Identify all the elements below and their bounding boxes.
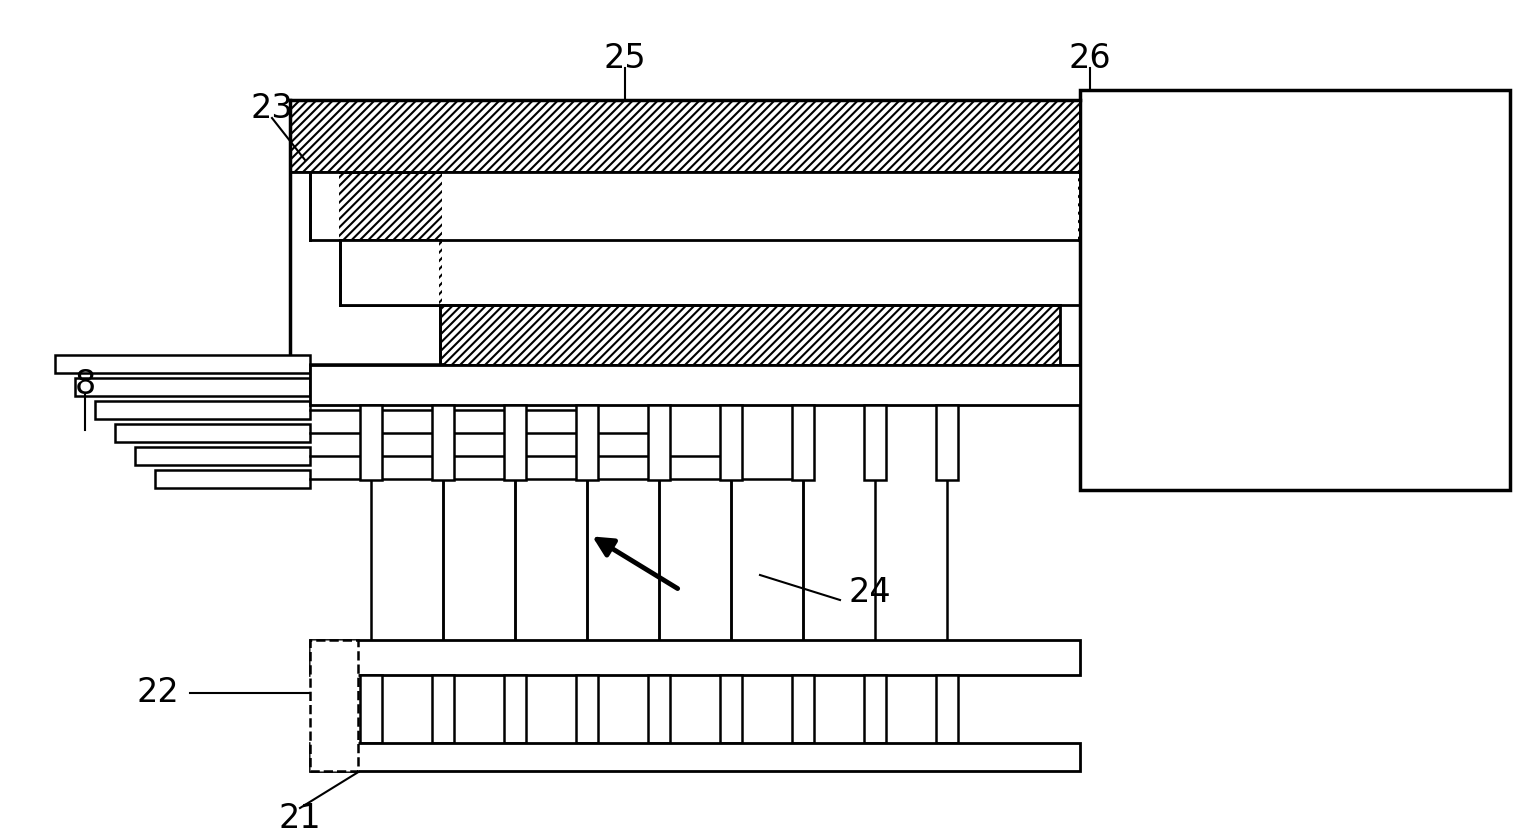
Bar [792, 675, 815, 743]
Bar [936, 675, 958, 743]
Bar [433, 405, 454, 480]
Bar [310, 172, 1080, 240]
Bar [156, 470, 310, 488]
Bar [576, 405, 598, 480]
Bar [75, 378, 310, 396]
Bar [55, 355, 310, 373]
Bar [648, 405, 670, 480]
Bar [433, 675, 454, 743]
Bar [293, 173, 310, 365]
Bar [864, 405, 885, 480]
Text: 23: 23 [251, 92, 293, 124]
Bar [648, 675, 670, 743]
Bar [360, 405, 382, 480]
Bar [310, 743, 1080, 771]
Bar [721, 675, 742, 743]
Text: 22: 22 [137, 676, 179, 710]
Bar [442, 173, 1078, 304]
Bar [290, 100, 1080, 172]
Bar [504, 675, 527, 743]
Bar [313, 173, 339, 305]
Bar [1080, 90, 1511, 490]
Bar [310, 365, 1080, 405]
Bar [95, 401, 310, 419]
Bar [116, 424, 310, 442]
Bar [440, 305, 1060, 365]
Text: 24: 24 [849, 575, 892, 608]
Bar [576, 675, 598, 743]
Bar [136, 447, 310, 465]
Bar [504, 405, 527, 480]
Bar [360, 675, 382, 743]
Bar [342, 241, 439, 305]
Text: 21: 21 [279, 801, 322, 834]
Bar [936, 405, 958, 480]
Bar [340, 240, 1060, 305]
Bar [310, 640, 1080, 675]
Bar [721, 405, 742, 480]
Text: 25: 25 [604, 41, 647, 75]
Bar [792, 405, 815, 480]
Text: 26: 26 [1069, 41, 1112, 75]
Text: 8: 8 [74, 369, 95, 402]
Bar [864, 675, 885, 743]
Bar [310, 640, 357, 771]
